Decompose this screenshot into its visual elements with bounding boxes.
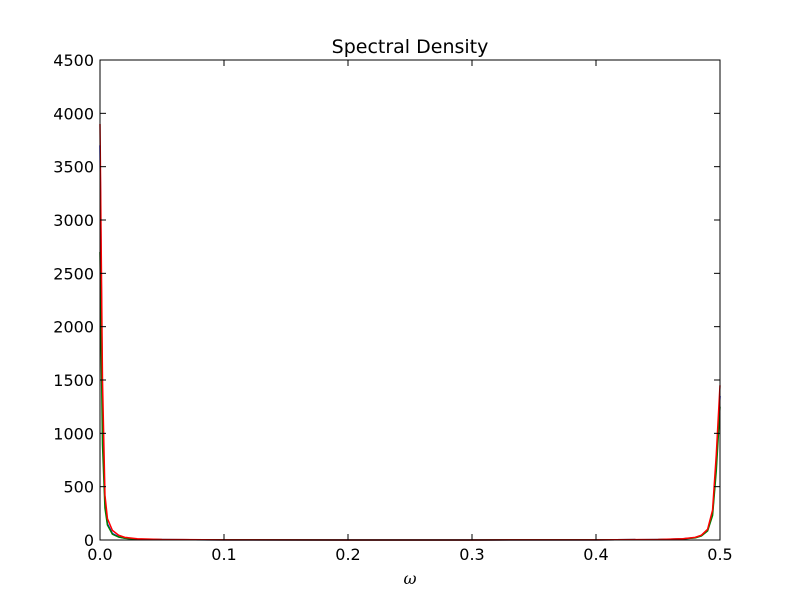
x-tick-label: 0.2 xyxy=(335,545,360,564)
y-axis: 0 500 1000 1500 2000 2500 3000 3500 4000 4500 xyxy=(53,51,720,550)
x-axis-label: ω xyxy=(403,569,416,588)
y-tick-label: 0 xyxy=(84,531,94,550)
x-tick-label: 0.5 xyxy=(707,545,732,564)
x-tick-label: 0.3 xyxy=(459,545,484,564)
x-tick-label: 0.4 xyxy=(583,545,608,564)
series-line-1 xyxy=(99,145,721,541)
x-tick-label: 0.0 xyxy=(87,545,112,564)
plot-lines xyxy=(99,123,721,541)
x-axis: 0.0 0.1 0.2 0.3 0.4 0.5 xyxy=(87,60,733,564)
plot-frame xyxy=(99,59,721,541)
y-tick-label: 4500 xyxy=(53,51,94,70)
series-line-2 xyxy=(99,251,721,541)
chart-title: Spectral Density xyxy=(332,36,489,58)
y-tick-label: 3500 xyxy=(53,158,94,177)
y-tick-label: 1500 xyxy=(53,371,94,390)
y-tick-label: 2000 xyxy=(53,318,94,337)
y-tick-label: 500 xyxy=(63,478,94,497)
y-tick-label: 2500 xyxy=(53,264,94,283)
series-line-3 xyxy=(99,123,721,541)
x-tick-label: 0.1 xyxy=(211,545,236,564)
y-tick-label: 1000 xyxy=(53,424,94,443)
y-tick-label: 4000 xyxy=(53,104,94,123)
y-tick-label: 3000 xyxy=(53,211,94,230)
